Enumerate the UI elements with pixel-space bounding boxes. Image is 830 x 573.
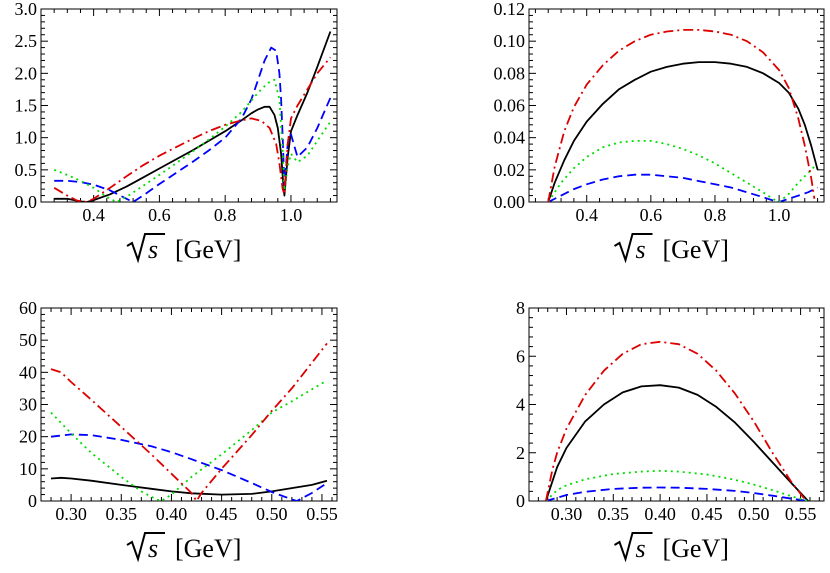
x-tick-label: 0.4 [575, 205, 598, 225]
x-tick-label: 0.55 [785, 504, 817, 524]
panel-2: 0.4 0.6 0.8 1.0 0.00 0.02 0.04 0.06 0.08 0.10 0.12… [494, 0, 825, 264]
y-tick-label: 20 [19, 427, 37, 447]
x-tick-label: 0.55 [306, 504, 338, 524]
sqrt-symbol [613, 233, 653, 264]
y-tick-label: 0.02 [494, 160, 526, 180]
plot-frame [528, 307, 825, 502]
series-line-4 [545, 340, 807, 501]
x-tick-label: 0.40 [156, 504, 188, 524]
y-tick-label: 1.0 [15, 128, 38, 148]
x-axis-variable: s [148, 534, 158, 563]
y-tick-label: 60 [19, 298, 37, 318]
x-tick-label: 0.40 [644, 504, 676, 524]
panel-3: 0.30 0.35 0.40 0.45 0.50 0.55 0 10 20 30 40 50 60 s [G… [19, 298, 338, 563]
series-line-3 [50, 379, 328, 501]
y-tick-label: 0.00 [494, 192, 526, 212]
x-axis-unit: [GeV] [663, 235, 729, 264]
x-tick-label: 0.35 [106, 504, 138, 524]
y-tick-label: 6 [516, 346, 525, 366]
x-axis-label: s [GeV] [613, 532, 729, 563]
series-line-1 [545, 384, 809, 501]
x-tick-label: 0.30 [55, 504, 87, 524]
plot-frame [40, 8, 338, 203]
plot-frame [40, 307, 338, 502]
x-tick-label: 0.50 [256, 504, 288, 524]
y-tick-label: 0.12 [494, 0, 526, 19]
y-tick-label: 4 [516, 395, 525, 415]
x-axis-variable: s [636, 235, 646, 264]
x-axis-label: s [GeV] [126, 233, 241, 264]
series-line-3 [545, 469, 809, 501]
series-line-2 [545, 486, 809, 501]
sqrt-symbol [126, 532, 165, 563]
y-tick-label: 0.08 [494, 63, 526, 83]
x-axis-unit: [GeV] [175, 534, 241, 563]
x-axis-unit: [GeV] [663, 534, 729, 563]
x-tick-label: 0.8 [214, 205, 237, 225]
plot-frame [528, 8, 825, 203]
y-tick-label: 2.5 [15, 31, 38, 51]
series-line-4 [50, 342, 328, 501]
y-tick-label: 0 [516, 491, 525, 511]
y-tick-label: 50 [19, 330, 37, 350]
x-tick-label: 0.8 [704, 205, 727, 225]
x-axis-variable: s [148, 235, 158, 264]
x-tick-label: 0.35 [598, 504, 630, 524]
x-tick-label: 0.45 [206, 504, 238, 524]
y-tick-label: 2.0 [15, 63, 38, 83]
series-line-4 [547, 29, 816, 202]
y-tick-label: 2 [516, 443, 525, 463]
y-tick-label: 10 [19, 459, 37, 479]
x-tick-label: 0.4 [82, 205, 105, 225]
panel-1: 0.4 0.6 0.8 1.0 0.0 0.5 1.0 1.5 2.0 2.5 3.0 s [GeV] [15, 0, 338, 264]
x-tick-label: 0.45 [691, 504, 723, 524]
panel-4: 0.30 0.35 0.40 0.45 0.50 0.55 0 2 4 6 8 s [GeV] [516, 298, 825, 563]
x-tick-label: 0.6 [148, 205, 171, 225]
x-axis-variable: s [636, 534, 646, 563]
y-tick-label: 0.5 [15, 160, 38, 180]
series-line-3 [53, 78, 332, 202]
x-axis-unit: [GeV] [175, 235, 241, 264]
series-line-1 [50, 476, 328, 496]
series-line-2 [547, 173, 819, 202]
series-line-2 [50, 433, 328, 501]
x-tick-label: 1.0 [280, 205, 303, 225]
y-tick-label: 1.5 [15, 96, 38, 116]
x-tick-label: 0.30 [551, 504, 583, 524]
x-tick-label: 1.0 [768, 205, 791, 225]
x-axis-label: s [GeV] [613, 233, 729, 264]
y-tick-label: 0.10 [494, 31, 526, 51]
y-tick-label: 40 [19, 362, 37, 382]
series-line-3 [547, 140, 816, 202]
series-line-2 [54, 46, 332, 202]
x-tick-label: 0.50 [738, 504, 770, 524]
y-tick-label: 3.0 [15, 0, 38, 19]
y-tick-label: 0.04 [494, 128, 526, 148]
y-tick-label: 0.0 [15, 192, 38, 212]
x-axis-label: s [GeV] [126, 532, 241, 563]
y-tick-label: 8 [516, 298, 525, 318]
y-tick-label: 30 [19, 395, 37, 415]
series-line-1 [54, 31, 332, 202]
series-line-4 [53, 56, 332, 202]
x-tick-label: 0.6 [640, 205, 663, 225]
y-tick-label: 0 [28, 491, 37, 511]
sqrt-symbol [613, 532, 653, 563]
y-tick-label: 0.06 [494, 96, 526, 116]
sqrt-symbol [126, 233, 165, 264]
